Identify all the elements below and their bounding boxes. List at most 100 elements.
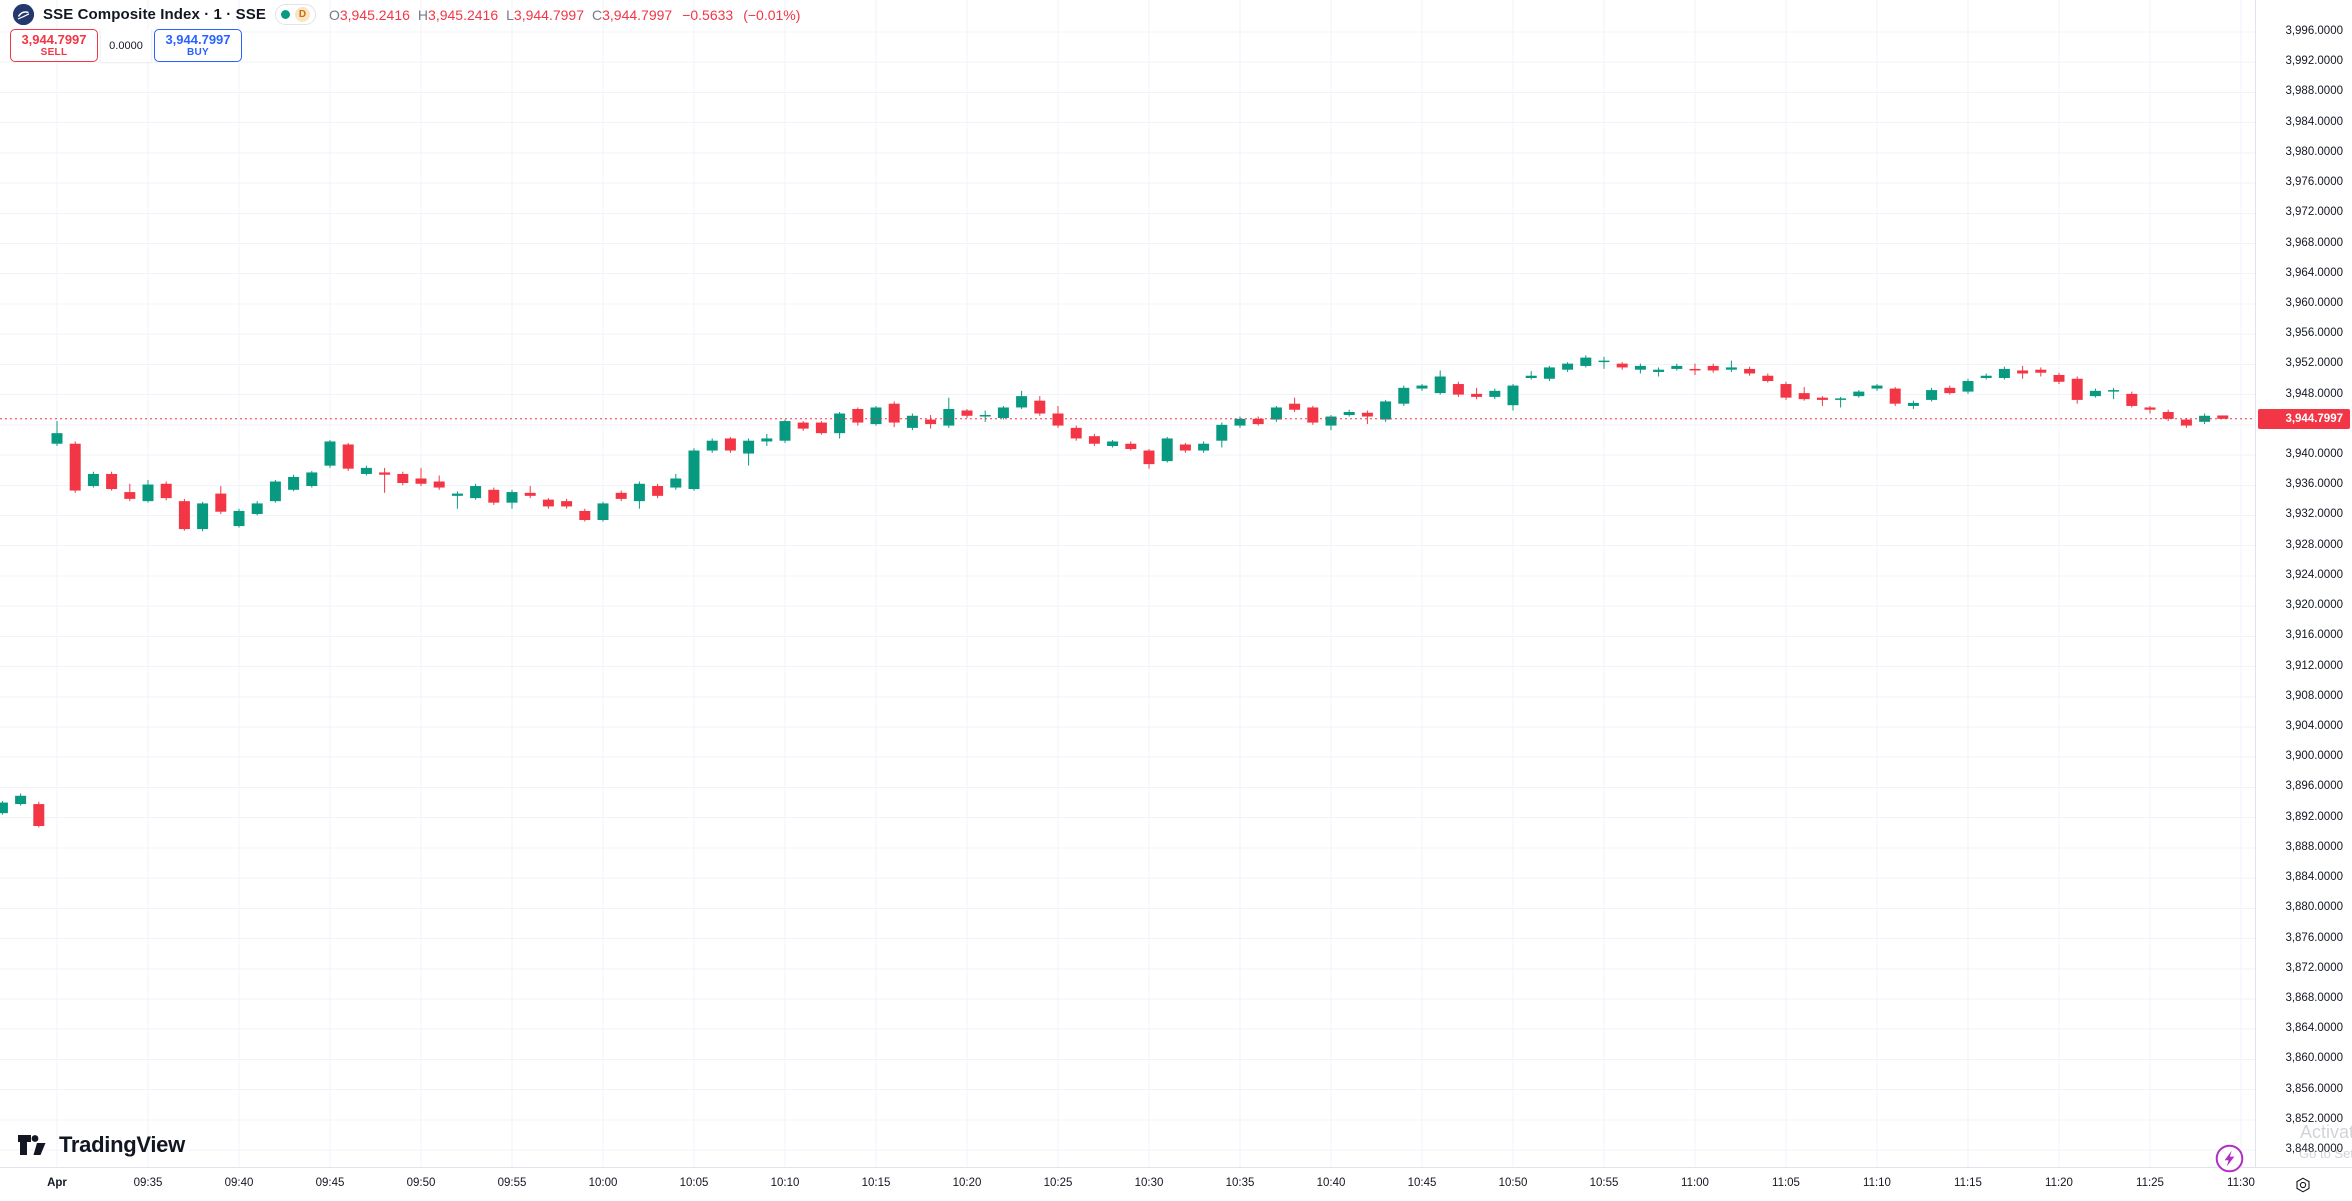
high-value: 3,945.2416 <box>428 6 499 23</box>
time-tick-label: 11:25 <box>2136 1177 2164 1189</box>
sell-price: 3,944.7997 <box>21 31 87 47</box>
close-value: 3,944.7997 <box>602 6 673 23</box>
candle <box>1835 396 1847 408</box>
price-tick-label: 3,876.0000 <box>2285 931 2343 944</box>
candle <box>33 801 45 828</box>
candle <box>142 479 154 503</box>
price-tick-label: 3,960.0000 <box>2285 296 2343 309</box>
candle <box>925 415 937 429</box>
candle <box>2108 387 2120 400</box>
candle <box>597 501 609 522</box>
price-tick-label: 3,972.0000 <box>2285 206 2343 219</box>
price-tick-label: 3,872.0000 <box>2285 961 2343 974</box>
time-tick-label: 10:40 <box>1316 1177 1346 1189</box>
candle <box>160 481 172 501</box>
candle <box>1871 384 1883 391</box>
time-tick-label: 10:05 <box>679 1177 709 1189</box>
time-tick-label: 11:05 <box>1772 1177 1800 1189</box>
candle <box>69 441 81 493</box>
candle <box>288 474 300 492</box>
lightning-icon[interactable] <box>2215 1144 2244 1173</box>
trade-panel: 3,944.7997 SELL 0.0000 3,944.7997 BUY <box>10 29 242 62</box>
open-label: O <box>328 6 340 23</box>
price-tick-label: 3,912.0000 <box>2285 659 2343 672</box>
price-axis[interactable]: 3,944.7997 3,848.0000 3,852.0000 3,856.000… <box>2255 0 2352 1167</box>
candle <box>215 486 227 514</box>
price-tick-label: 3,908.0000 <box>2285 689 2343 702</box>
tradingview-logo[interactable]: TradingView <box>17 1132 185 1158</box>
candle <box>2180 418 2192 428</box>
open-value: 3,945.2416 <box>339 6 410 23</box>
symbol-legend: SSE Composite Index · 1 · SSE D O3,945.2… <box>13 4 800 25</box>
price-tick-label: 3,924.0000 <box>2285 568 2343 581</box>
price-tick-label: 3,932.0000 <box>2285 508 2343 521</box>
symbol-title[interactable]: SSE Composite Index · 1 · SSE <box>43 6 266 23</box>
candle <box>561 498 573 509</box>
change-percent: (−0.01%) <box>743 6 801 23</box>
price-tick-label: 3,968.0000 <box>2285 236 2343 249</box>
time-axis[interactable]: Apr 09:35 09:40 09:45 09:50 09:55 10:00 10:05 10… <box>0 1167 2352 1201</box>
candle <box>2035 367 2047 377</box>
candle <box>360 465 372 476</box>
candle <box>1216 422 1228 448</box>
candle <box>51 421 63 446</box>
candle <box>506 489 518 509</box>
candle <box>233 508 245 528</box>
price-tick-label: 3,916.0000 <box>2285 629 2343 642</box>
candle <box>615 490 627 502</box>
time-tick-label: 10:50 <box>1498 1177 1528 1189</box>
candle <box>178 498 190 531</box>
candle <box>1853 390 1865 398</box>
candle <box>852 407 864 426</box>
candle <box>1762 373 1774 383</box>
candle <box>2199 413 2211 425</box>
tradingview-mark-icon <box>18 1135 46 1155</box>
candle <box>2053 372 2065 385</box>
candle <box>379 467 391 493</box>
change-value: −0.5633 <box>682 6 734 23</box>
candle <box>1489 388 1501 400</box>
candle <box>524 486 536 499</box>
time-tick-label: 11:30 <box>2227 1177 2255 1189</box>
candle <box>1088 433 1100 446</box>
candle <box>251 501 263 516</box>
candle <box>1070 425 1082 441</box>
candle <box>269 479 281 503</box>
sell-label: SELL <box>40 47 68 59</box>
candle <box>1234 416 1246 428</box>
time-tick-label: 11:00 <box>1681 1177 1709 1189</box>
candle <box>1616 362 1628 370</box>
price-tick-label: 3,976.0000 <box>2285 176 2343 189</box>
candle <box>1944 385 1956 395</box>
candle <box>1398 385 1410 406</box>
candle <box>397 471 409 486</box>
chart-canvas[interactable] <box>0 0 2255 1167</box>
candle <box>2017 365 2029 379</box>
candle <box>342 442 354 471</box>
price-tick-label: 3,860.0000 <box>2285 1052 2343 1065</box>
buy-button[interactable]: 3,944.7997 BUY <box>154 29 242 62</box>
candle <box>1543 365 1555 382</box>
low-value: 3,944.7997 <box>513 6 584 23</box>
candle <box>1471 387 1483 400</box>
grid <box>0 0 2255 1167</box>
price-tick-label: 3,984.0000 <box>2285 115 2343 128</box>
candle <box>1580 355 1592 368</box>
candle <box>1744 366 1756 376</box>
candle <box>1507 384 1519 411</box>
candle <box>779 419 791 443</box>
time-tick-label: 10:25 <box>1043 1177 1073 1189</box>
candlestick-chart[interactable] <box>0 0 2255 1167</box>
candle <box>906 413 918 431</box>
time-tick-label: 09:40 <box>224 1177 254 1189</box>
price-tick-label: 3,956.0000 <box>2285 327 2343 340</box>
time-tick-label: 09:35 <box>133 1177 163 1189</box>
gear-icon[interactable] <box>2295 1177 2311 1193</box>
market-status-dot-icon <box>280 10 290 19</box>
candle <box>1125 441 1137 451</box>
time-tick-label: 10:15 <box>861 1177 891 1189</box>
spread-value: 0.0000 <box>100 29 152 62</box>
sell-button[interactable]: 3,944.7997 SELL <box>10 29 98 62</box>
candle <box>1926 387 1938 402</box>
price-tick-label: 3,868.0000 <box>2285 991 2343 1004</box>
